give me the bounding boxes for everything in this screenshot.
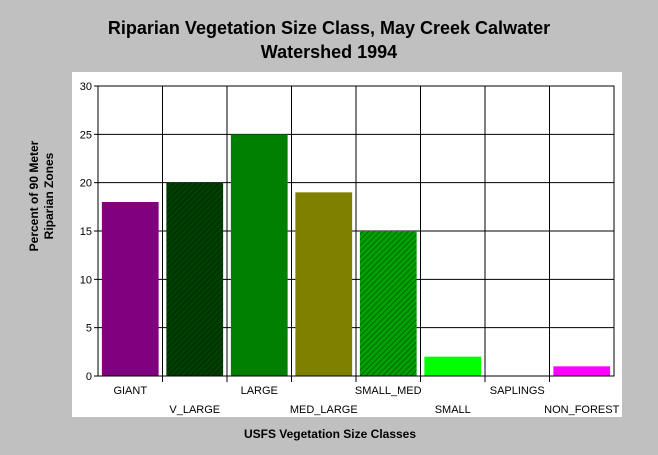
y-axis-title-line1: Percent of 90 Meter: [27, 140, 41, 251]
bar-v-large: [166, 182, 224, 376]
x-tick-label: LARGE: [241, 385, 278, 397]
x-tick-label: MED_LARGE: [290, 404, 358, 416]
bar-giant: [101, 202, 159, 376]
y-tick-label: 15: [80, 226, 92, 238]
x-tick-label: SMALL_MED: [355, 385, 422, 397]
x-tick-label: SMALL: [435, 404, 471, 416]
x-tick-label: GIANT: [113, 385, 147, 397]
bar-small-med: [359, 231, 417, 376]
bar-non-forest: [553, 366, 611, 376]
y-tick-label: 20: [80, 178, 92, 190]
x-axis-title: USFS Vegetation Size Classes: [244, 427, 416, 441]
x-tick-label: NON_FOREST: [544, 404, 619, 416]
y-tick-label: 25: [80, 129, 92, 141]
y-tick-label: 5: [86, 323, 92, 335]
bar-large: [230, 134, 288, 376]
y-tick-label: 30: [80, 81, 92, 93]
x-tick-label: V_LARGE: [169, 404, 220, 416]
y-tick-label: 0: [86, 371, 92, 383]
bar-small: [424, 356, 482, 376]
chart-title-line1: Riparian Vegetation Size Class, May Cree…: [107, 18, 551, 38]
x-tick-label: SAPLINGS: [490, 385, 545, 397]
chart-title: Riparian Vegetation Size Class, May Cree…: [0, 16, 658, 64]
y-axis-title-line2: Riparian Zones: [42, 152, 56, 239]
y-tick-label: 10: [80, 274, 92, 286]
bar-med-large: [295, 192, 353, 376]
chart-title-line2: Watershed 1994: [260, 42, 398, 62]
